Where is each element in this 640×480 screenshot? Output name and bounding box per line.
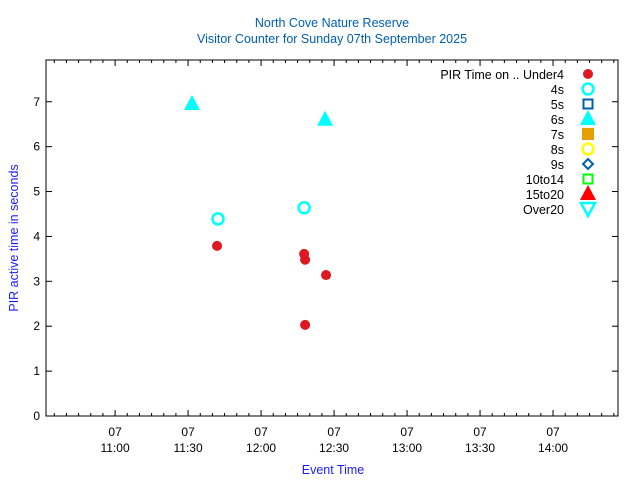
legend: PIR Time on .. Under44s5s6s7s8s9s10to141… [440,68,598,219]
x-tick-label-time: 11:30 [174,441,203,455]
y-axis-label: PIR active time in seconds [7,164,21,311]
x-tick-label-time: 12:00 [246,441,276,455]
x-tick-label-time: 12:30 [319,441,349,455]
legend-label: Over20 [523,203,564,217]
x-tick-label-day: 07 [400,425,414,439]
x-tick-label-day: 07 [473,425,487,439]
legend-label: PIR Time on .. Under4 [440,68,564,82]
y-tick-label: 5 [33,185,40,199]
legend-marker [583,69,593,79]
data-points [183,94,334,330]
legend-label: 5s [551,98,564,112]
data-point [321,270,332,281]
legend-marker [581,142,595,156]
x-tick-label-day: 07 [254,425,268,439]
legend-label: 6s [551,113,564,127]
y-tick-label: 4 [33,229,40,243]
data-point [300,319,311,330]
legend-label: 9s [551,158,564,172]
x-tick-label-time: 14:00 [538,441,568,455]
legend-label: 8s [551,143,564,157]
x-tick-label-day: 07 [327,425,341,439]
data-point [317,110,334,126]
x-tick-label-time: 13:30 [465,441,495,455]
y-tick-label: 6 [33,140,40,154]
data-point [300,254,311,265]
legend-label: 4s [551,83,564,97]
data-point [297,200,311,215]
legend-marker [581,157,595,171]
y-tick-label: 7 [33,95,40,109]
chart-subtitle: Visitor Counter for Sunday 07th Septembe… [197,32,467,46]
x-tick-label-time: 11:00 [101,441,130,455]
legend-marker [578,201,598,219]
x-tick-label-day: 07 [546,425,560,439]
x-axis-label: Event Time [302,463,365,477]
x-tick-label-day: 07 [181,425,195,439]
data-point [183,94,200,110]
legend-label: 15to20 [526,188,564,202]
legend-label: 7s [551,128,564,142]
y-tick-label: 0 [33,409,40,423]
legend-marker [580,185,596,200]
legend-marker [582,98,594,110]
legend-marker [582,128,594,140]
x-tick-label-time: 13:00 [392,441,422,455]
data-point [211,212,225,226]
chart-title: North Cove Nature Reserve [255,16,409,30]
legend-marker [581,82,595,96]
y-tick-label: 2 [33,319,40,333]
x-tick-label-day: 07 [108,425,122,439]
data-point [212,240,223,251]
legend-marker [582,173,594,185]
y-tick-label: 1 [33,364,40,378]
y-tick-label: 3 [33,274,40,288]
legend-label: 10to14 [526,173,564,187]
plot-frame [45,59,619,417]
legend-marker [580,110,596,125]
